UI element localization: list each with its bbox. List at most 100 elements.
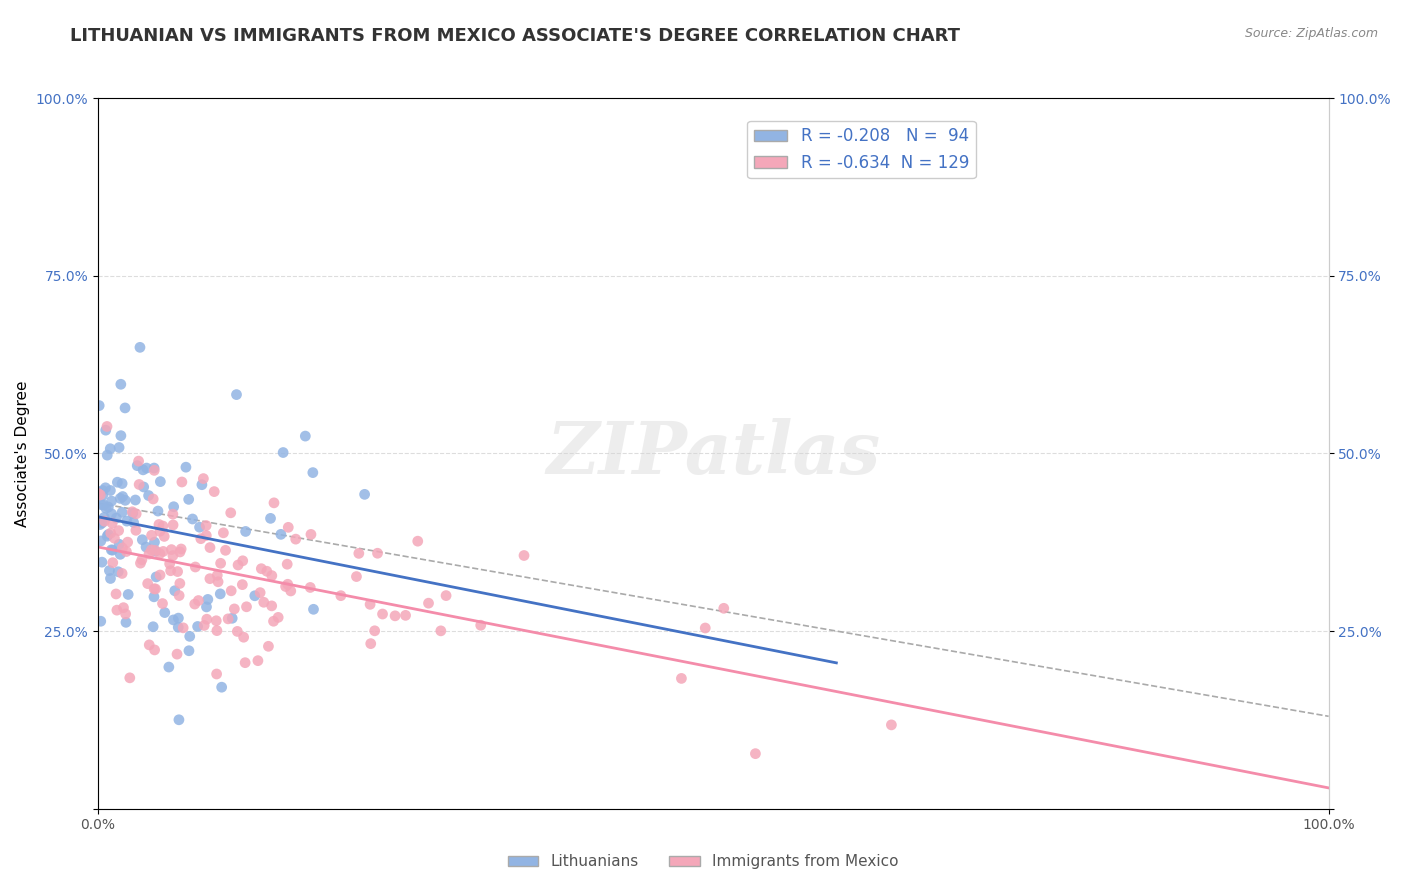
- Point: [108, 441, 131, 455]
- Point: [111, 566, 134, 581]
- Point: [138, 638, 160, 652]
- Point: [114, 493, 136, 508]
- Point: [162, 549, 184, 563]
- Point: [100, 507, 122, 521]
- Point: [347, 546, 370, 560]
- Point: [166, 565, 188, 579]
- Point: [93, 498, 115, 512]
- Point: [117, 535, 139, 549]
- Point: [190, 532, 212, 546]
- Point: [193, 472, 215, 486]
- Point: [231, 577, 253, 591]
- Point: [257, 640, 280, 654]
- Point: [121, 505, 143, 519]
- Point: [153, 529, 176, 543]
- Point: [169, 576, 191, 591]
- Point: [98, 442, 121, 456]
- Point: [259, 511, 281, 525]
- Point: [162, 613, 184, 627]
- Point: [162, 507, 184, 521]
- Point: [205, 624, 228, 638]
- Point: [90, 498, 112, 512]
- Point: [233, 656, 256, 670]
- Point: [98, 564, 121, 578]
- Point: [143, 461, 166, 475]
- Point: [131, 553, 153, 567]
- Point: [149, 475, 172, 489]
- Point: [128, 477, 150, 491]
- Point: [141, 542, 163, 557]
- Point: [145, 582, 167, 596]
- Point: [169, 545, 191, 559]
- Point: [105, 475, 128, 490]
- Point: [143, 590, 166, 604]
- Point: [117, 587, 139, 601]
- Point: [177, 492, 200, 507]
- Point: [145, 544, 167, 558]
- Point: [188, 520, 211, 534]
- Point: [108, 537, 131, 551]
- Point: [221, 611, 243, 625]
- Point: [89, 399, 111, 413]
- Point: [110, 491, 132, 506]
- Point: [260, 568, 283, 582]
- Point: [243, 589, 266, 603]
- Point: [122, 516, 145, 530]
- Point: [167, 713, 190, 727]
- Point: [125, 524, 148, 538]
- Point: [235, 524, 257, 539]
- Point: [100, 526, 122, 541]
- Point: [87, 486, 110, 500]
- Point: [302, 466, 325, 480]
- Point: [713, 601, 735, 615]
- Point: [167, 589, 190, 603]
- Point: [127, 458, 149, 473]
- Point: [170, 541, 193, 556]
- Point: [880, 718, 903, 732]
- Point: [280, 584, 302, 599]
- Point: [198, 572, 221, 586]
- Point: [250, 562, 273, 576]
- Point: [207, 574, 229, 589]
- Point: [90, 614, 112, 628]
- Point: [226, 558, 249, 572]
- Point: [209, 556, 232, 570]
- Point: [172, 621, 194, 635]
- Point: [118, 671, 141, 685]
- Text: Source: ZipAtlas.com: Source: ZipAtlas.com: [1244, 27, 1378, 40]
- Point: [100, 542, 122, 557]
- Point: [121, 507, 143, 521]
- Point: [145, 570, 167, 584]
- Point: [187, 619, 209, 633]
- Point: [179, 629, 201, 643]
- Point: [143, 463, 166, 477]
- Point: [406, 534, 429, 549]
- Point: [209, 587, 232, 601]
- Point: [191, 477, 214, 491]
- Point: [205, 614, 228, 628]
- Point: [260, 599, 283, 613]
- Point: [111, 541, 134, 555]
- Point: [367, 546, 389, 560]
- Point: [87, 484, 110, 499]
- Point: [166, 647, 188, 661]
- Point: [110, 428, 132, 442]
- Point: [277, 520, 299, 534]
- Point: [163, 583, 186, 598]
- Point: [329, 589, 352, 603]
- Point: [235, 599, 257, 614]
- Point: [100, 572, 122, 586]
- Point: [97, 527, 120, 541]
- Point: [207, 568, 229, 582]
- Point: [91, 488, 114, 502]
- Point: [253, 595, 276, 609]
- Point: [103, 531, 125, 545]
- Point: [152, 544, 174, 558]
- Point: [193, 618, 215, 632]
- Point: [100, 494, 122, 508]
- Point: [277, 577, 299, 591]
- Point: [214, 543, 236, 558]
- Text: LITHUANIAN VS IMMIGRANTS FROM MEXICO ASSOCIATE'S DEGREE CORRELATION CHART: LITHUANIAN VS IMMIGRANTS FROM MEXICO ASS…: [70, 27, 960, 45]
- Point: [114, 401, 136, 415]
- Point: [197, 592, 219, 607]
